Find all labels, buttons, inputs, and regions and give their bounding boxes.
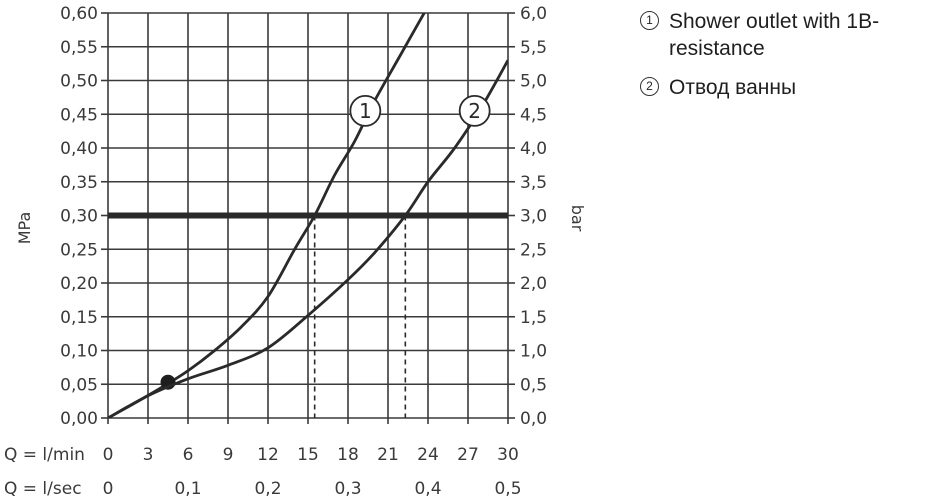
x-lmin-tick-0: 0	[103, 445, 114, 465]
y-right-tick-10: 5,0	[520, 72, 547, 92]
x-lmin-tick-6: 18	[337, 445, 359, 465]
x-lmin-tick-4: 12	[257, 445, 279, 465]
y-left-tick-0: 0,00	[60, 409, 98, 429]
y-right-tick-12: 6,0	[520, 4, 547, 24]
drop-lines	[313, 215, 407, 418]
x-lmin-tick-3: 9	[223, 445, 234, 465]
y-left-axis-title: MPa	[15, 212, 34, 245]
x-tick-labels: 0 3 6 9 12 15 18 21 24 27 30 0 0,1 0,2 0,3 0,4 0,5	[103, 445, 522, 499]
y-left-tick-4: 0,20	[60, 274, 98, 294]
x-lsec-tick-0: 0	[103, 479, 114, 499]
x-lsec-tick-3: 0,3	[334, 479, 361, 499]
y-left-tick-3: 0,15	[60, 308, 98, 328]
y-right-tick-1: 0,5	[520, 375, 547, 395]
y-right-tick-2: 1,0	[520, 342, 547, 362]
series-2-marker-label: 2	[468, 99, 481, 123]
y-right-tick-6: 3,0	[520, 207, 547, 227]
x-lmin-tick-5: 15	[297, 445, 319, 465]
y-left-tick-12: 0,60	[60, 4, 98, 24]
y-right-tick-7: 3,5	[520, 173, 547, 193]
y-right-tick-8: 4,0	[520, 139, 547, 159]
x-lmin-tick-7: 21	[377, 445, 399, 465]
y-left-tick-10: 0,50	[60, 72, 98, 92]
x-lmin-tick-8: 24	[417, 445, 439, 465]
x-lmin-tick-9: 27	[457, 445, 479, 465]
y-right-tick-4: 2,0	[520, 274, 547, 294]
series-2-line	[108, 59, 508, 418]
y-left-tick-11: 0,55	[60, 38, 98, 58]
y-left-tick-2: 0,10	[60, 342, 98, 362]
series-1-marker-circle	[349, 94, 382, 127]
legend-text-2: Отвод ванны	[669, 76, 797, 99]
legend-marker-1: 1	[640, 11, 659, 30]
legend-text-1: Shower outlet with 1B-resistance	[669, 10, 880, 60]
y-left-tick-8: 0,40	[60, 139, 98, 159]
x-lsec-tick-1: 0,1	[174, 479, 201, 499]
y-left-tick-9: 0,45	[60, 105, 98, 125]
y-right-tick-labels: 0,0 0,5 1,0 1,5 2,0 2,5 3,0 3,5 4,0 4,5 5,0 5,5 6,0	[520, 4, 547, 429]
y-right-tick-9: 4,5	[520, 105, 547, 125]
legend-marker-2: 2	[640, 77, 659, 96]
y-left-tick-1: 0,05	[60, 375, 98, 395]
y-left-tick-7: 0,35	[60, 173, 98, 193]
x-lsec-tick-2: 0,2	[254, 479, 281, 499]
x-lmin-prefix: Q = l/min	[4, 445, 85, 465]
x-lsec-prefix: Q = l/sec	[4, 479, 82, 499]
x-lsec-tick-5: 0,5	[494, 479, 521, 499]
series-2-marker-circle	[458, 94, 491, 127]
series-1-marker-label: 1	[359, 99, 372, 123]
y-right-tick-5: 2,5	[520, 240, 547, 260]
legend-item-2: 2 Отвод ванны	[640, 74, 940, 101]
y-left-tick-labels: 0,00 0,05 0,10 0,15 0,20 0,25 0,30 0,35 0,40 0,45…	[60, 4, 98, 429]
legend-item-1: 1 Shower outlet with 1B-resistance	[640, 8, 940, 62]
y-right-tick-0: 0,0	[520, 409, 547, 429]
x-lmin-tick-10: 30	[497, 445, 519, 465]
y-right-axis-title: bar	[568, 205, 587, 232]
y-right-tick-11: 5,5	[520, 38, 547, 58]
x-lmin-tick-1: 3	[143, 445, 154, 465]
x-lsec-tick-4: 0,4	[414, 479, 441, 499]
y-right-tick-3: 1,5	[520, 308, 547, 328]
x-lmin-tick-2: 6	[183, 445, 194, 465]
y-left-tick-5: 0,25	[60, 240, 98, 260]
y-left-tick-6: 0,30	[60, 207, 98, 227]
legend: 1 Shower outlet with 1B-resistance 2 Отв…	[640, 8, 940, 113]
